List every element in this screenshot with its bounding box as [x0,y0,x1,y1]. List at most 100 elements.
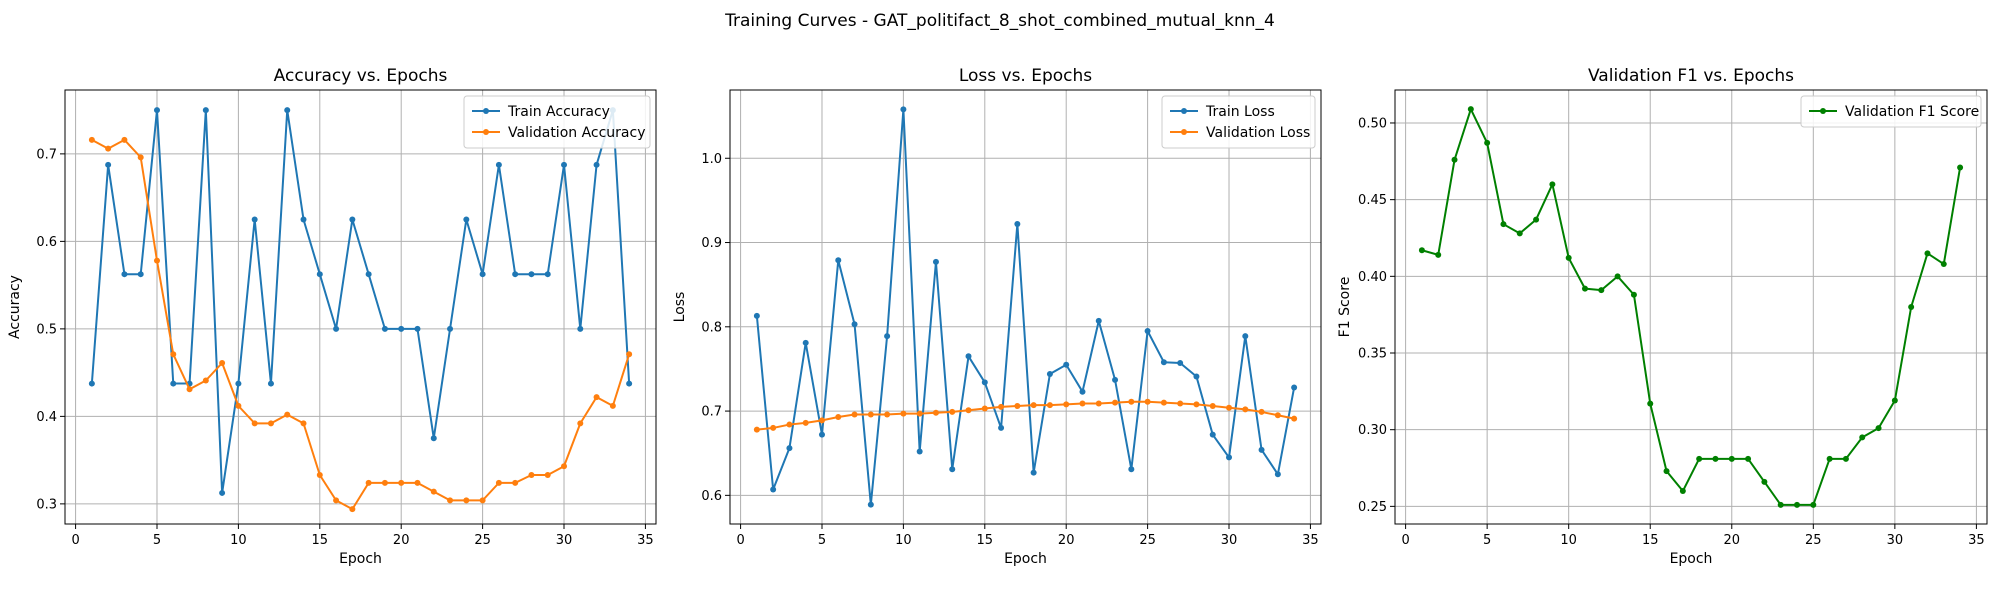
data-point [284,411,291,418]
x-tick-label: 5 [818,533,826,548]
x-axis-label: Epoch [339,551,382,567]
data-point [786,445,793,452]
data-point [900,106,907,113]
data-point [284,107,291,114]
x-tick-label: 35 [1968,533,1985,548]
data-point [770,486,777,493]
data-point [251,420,258,427]
data-point [1160,359,1167,366]
y-tick-label: 0.9 [701,236,722,251]
data-point [186,386,193,393]
data-point [1226,404,1233,411]
data-point [851,321,858,328]
data-point [1696,455,1703,462]
data-point [981,405,988,412]
data-point [1581,285,1588,292]
data-point [1598,287,1605,294]
data-point [121,271,128,278]
data-point [121,136,128,143]
data-point [1242,333,1249,340]
data-point [1030,469,1037,476]
data-point [1193,373,1200,380]
data-point [1957,164,1964,171]
y-tick-label: 0.35 [1358,347,1387,362]
x-tick-label: 25 [474,533,491,548]
chart-panel-3: 0 5 10 15 20 25 30 35 0.25 0.30 0.35 0.40 0.45 0.50 Va… [1337,66,1988,567]
data-point [884,411,891,418]
data-point [495,479,502,486]
legend-entry: Train Accuracy [507,104,610,120]
data-point [1046,402,1053,409]
y-tick-label: 1.0 [701,152,722,167]
x-tick-label: 0 [736,533,744,548]
data-point [1663,468,1670,475]
legend-entry: Train Loss [1205,104,1275,120]
data-point [1144,328,1151,335]
x-tick-label: 20 [1723,533,1740,548]
data-point [202,107,209,114]
y-tick-label: 0.4 [36,410,57,425]
data-point [316,271,323,278]
data-point [1258,408,1265,415]
data-point [1242,406,1249,413]
data-point [528,271,535,278]
data-point [170,380,177,387]
data-point [414,479,421,486]
data-point [267,380,274,387]
data-point [137,271,144,278]
data-point [365,271,372,278]
data-point [1291,415,1298,422]
data-point [835,257,842,264]
legend-marker [483,108,489,114]
grid-lines [1395,90,1987,524]
data-point [626,380,633,387]
data-point [1614,273,1621,280]
data-point [528,472,535,478]
data-point [818,431,825,438]
data-point [1046,370,1053,377]
data-point [1274,471,1281,478]
data-point [818,417,825,424]
data-point [235,402,242,409]
y-tick-label: 0.25 [1358,500,1387,515]
data-point [884,333,891,340]
data-point [1291,384,1298,391]
x-tick-label: 25 [1139,533,1156,548]
data-point [479,271,486,278]
data-point [1014,403,1021,410]
data-point [1177,400,1184,407]
x-tick-label: 5 [1483,533,1491,548]
data-point [1940,261,1947,268]
data-point [463,216,470,223]
data-point [965,353,972,360]
data-point [349,506,356,513]
x-tick-label: 0 [71,533,79,548]
x-tick-label: 25 [1805,533,1822,548]
data-point [300,216,307,223]
series-line [1421,108,1962,506]
series-2 [753,398,1298,433]
data-point [430,435,437,442]
y-tick-label: 0.6 [701,489,722,504]
data-point [479,497,486,504]
data-point [1794,501,1801,508]
data-point [219,360,226,366]
legend: Validation F1 Score [1800,95,1982,128]
y-tick-label: 0.6 [36,235,57,250]
data-point [561,161,568,168]
series-2 [88,136,633,513]
legend-entry: Validation F1 Score [1845,104,1979,120]
data-point [447,325,454,332]
data-point [153,107,160,114]
legend-box [1161,95,1316,149]
data-point [593,161,600,168]
data-point [1647,400,1654,407]
data-point [1451,156,1458,163]
data-point [949,408,956,415]
data-point [949,466,956,473]
data-point [300,420,307,427]
y-axis-label: F1 Score [1337,277,1353,338]
axes-frame [1394,89,1988,525]
data-point [1516,230,1523,237]
